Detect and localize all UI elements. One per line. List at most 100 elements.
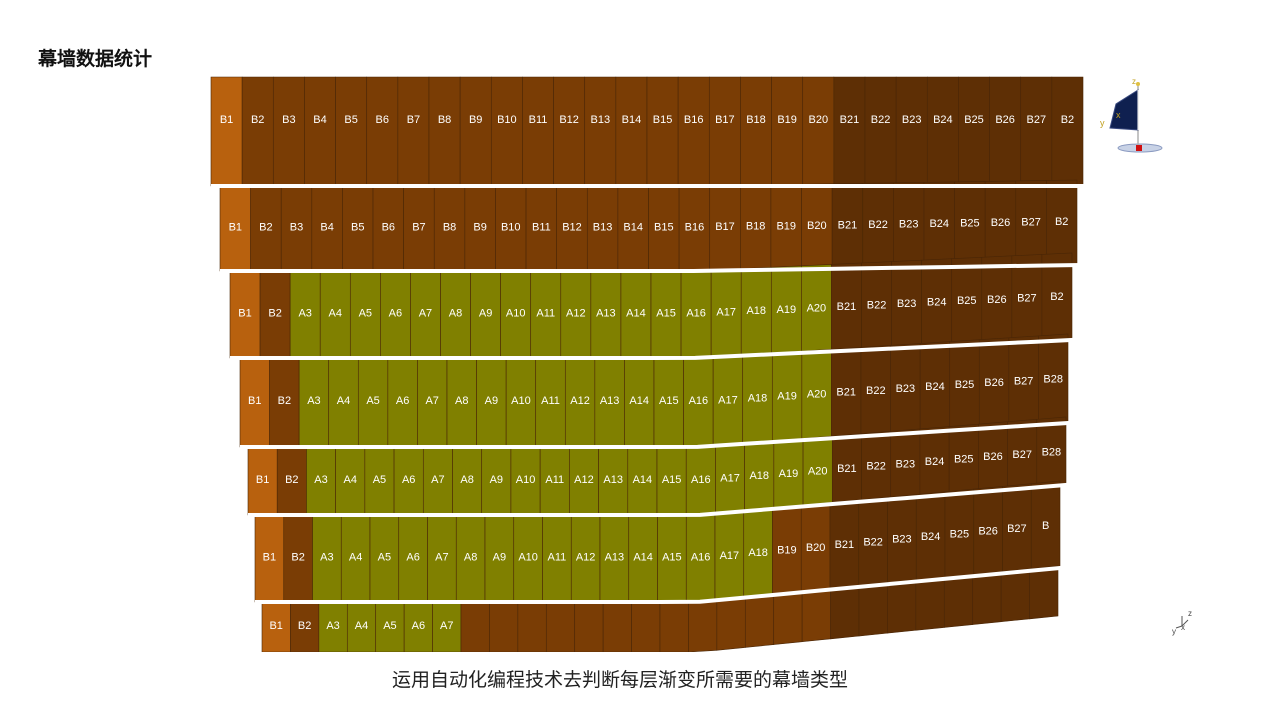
curtain-wall-panel[interactable] bbox=[972, 571, 1002, 625]
curtain-wall-panel[interactable] bbox=[708, 76, 741, 187]
panel-label: A6 bbox=[402, 474, 415, 486]
panel-label: A17 bbox=[718, 394, 738, 406]
floor-band: B1 B2 A3 A4 A5 A6 A7 A8 A9 A10 A11 A12 A13 A14 A15 A16 A… bbox=[247, 416, 1067, 516]
curtain-wall-panel[interactable] bbox=[773, 591, 803, 645]
curtain-wall-panel[interactable] bbox=[989, 76, 1022, 187]
gizmo-origin-icon bbox=[1136, 145, 1142, 151]
panel-label: A11 bbox=[545, 474, 564, 486]
panel-label: B23 bbox=[896, 383, 916, 395]
panel-label: B25 bbox=[960, 217, 980, 229]
floor-band: B1 B2 A3 A4 A5 A6 A7 A8 A9 A10 A11 A12 A13 A14 A15 A16 A… bbox=[239, 333, 1069, 448]
floor-separator bbox=[255, 565, 1065, 604]
curtain-wall-panel[interactable] bbox=[864, 76, 897, 187]
curtain-wall-panel[interactable] bbox=[688, 599, 718, 652]
curtain-wall-panel[interactable] bbox=[858, 582, 888, 637]
panel-label: B1 bbox=[229, 222, 242, 234]
curtain-wall-panel[interactable] bbox=[522, 76, 554, 187]
curtain-wall-panel[interactable] bbox=[241, 76, 274, 187]
curtain-wall-panel[interactable] bbox=[1029, 565, 1059, 620]
panel-label: B26 bbox=[984, 377, 1004, 389]
panel-label: B6 bbox=[382, 222, 395, 234]
curtain-wall-panel[interactable] bbox=[802, 76, 835, 187]
panel-label: A9 bbox=[493, 552, 506, 564]
curtain-wall-panel[interactable] bbox=[716, 597, 746, 651]
panel-label: B1 bbox=[269, 620, 282, 632]
panel-label: B15 bbox=[653, 114, 673, 126]
panel-label: A15 bbox=[656, 308, 676, 320]
panel-label: B16 bbox=[685, 222, 705, 234]
curtain-wall-panel[interactable] bbox=[272, 76, 305, 187]
panel-label: B21 bbox=[836, 387, 856, 399]
curtain-wall-panel[interactable] bbox=[771, 76, 804, 187]
curtain-wall-panel[interactable] bbox=[801, 588, 831, 643]
curtain-wall-panel[interactable] bbox=[895, 76, 928, 187]
panel-label: A4 bbox=[337, 395, 350, 407]
panel-label: B21 bbox=[837, 301, 857, 313]
curtain-wall-panel[interactable] bbox=[1051, 76, 1084, 187]
panel-label: A8 bbox=[464, 552, 477, 564]
curtain-wall-panel[interactable] bbox=[615, 76, 648, 187]
curtain-wall-panel[interactable] bbox=[659, 601, 689, 652]
panel-label: A5 bbox=[378, 552, 391, 564]
panel-label: A11 bbox=[536, 308, 555, 320]
panel-label: B20 bbox=[806, 542, 826, 554]
curtain-wall-panel[interactable] bbox=[915, 577, 945, 631]
curtain-wall-panel[interactable] bbox=[1020, 76, 1053, 187]
curtain-wall-panel[interactable] bbox=[740, 76, 772, 187]
panel-label: B25 bbox=[957, 295, 977, 307]
curtain-wall-panel[interactable] bbox=[833, 76, 866, 187]
curtain-wall-panel[interactable] bbox=[602, 601, 632, 652]
panel-label: A19 bbox=[779, 468, 799, 480]
curtain-wall-panel[interactable] bbox=[517, 601, 547, 652]
curtain-wall-panel[interactable] bbox=[584, 76, 617, 187]
panel-label: A11 bbox=[541, 395, 560, 407]
panel-label: A4 bbox=[329, 308, 342, 320]
curtain-wall-3d-view[interactable]: B1 B2 B3 B4 B5 B6 B7 B8 B9 B10 B11 B12 B13 B14 B15 B16 B… bbox=[200, 70, 1090, 652]
panel-label: A5 bbox=[359, 308, 372, 320]
view-orientation-widget[interactable]: z y x bbox=[1098, 74, 1168, 158]
slide-title: 幕墙数据统计 bbox=[38, 48, 153, 70]
panel-label: A7 bbox=[425, 395, 438, 407]
floor-separator bbox=[240, 420, 1073, 449]
curtain-wall-panel[interactable] bbox=[304, 76, 336, 187]
curtain-wall-panel[interactable] bbox=[677, 76, 710, 187]
curtain-wall-panel[interactable] bbox=[459, 76, 492, 187]
curtain-wall-panel[interactable] bbox=[428, 76, 461, 187]
curtain-wall-panel[interactable] bbox=[744, 594, 775, 648]
panel-label: A15 bbox=[662, 474, 682, 486]
curtain-wall-panel[interactable] bbox=[489, 601, 519, 652]
panel-label: A10 bbox=[518, 552, 538, 564]
curtain-wall-panel[interactable] bbox=[460, 601, 490, 652]
panel-label: B3 bbox=[290, 222, 303, 234]
panel-label: B23 bbox=[892, 534, 912, 546]
curtain-wall-panel[interactable] bbox=[545, 601, 576, 652]
panel-label: B24 bbox=[925, 381, 945, 393]
curtain-wall-panel[interactable] bbox=[490, 76, 523, 187]
curtain-wall-panel[interactable] bbox=[830, 585, 860, 640]
curtain-wall-panel[interactable] bbox=[335, 76, 368, 187]
curtain-wall-panel[interactable] bbox=[397, 76, 430, 187]
curtain-wall-panel[interactable] bbox=[210, 76, 243, 187]
gizmo-y-label: y bbox=[1100, 118, 1105, 128]
curtain-wall-panel[interactable] bbox=[553, 76, 586, 187]
floor-bands: B1 B2 B3 B4 B5 B6 B7 B8 B9 B10 B11 B12 B13 B14 B15 B16 B… bbox=[210, 76, 1084, 652]
panel-label: A3 bbox=[298, 308, 311, 320]
panel-label: B17 bbox=[715, 114, 735, 126]
curtain-wall-panel[interactable] bbox=[887, 579, 917, 634]
panel-label: A17 bbox=[720, 550, 740, 562]
panel-label: B28 bbox=[1042, 446, 1062, 458]
curtain-wall-panel[interactable] bbox=[646, 76, 679, 187]
panel-label: A8 bbox=[455, 395, 468, 407]
curtain-wall-panel[interactable] bbox=[926, 76, 959, 187]
panel-label: B21 bbox=[840, 114, 860, 126]
panel-label: B24 bbox=[933, 114, 953, 126]
panel-label: B13 bbox=[590, 114, 610, 126]
curtain-wall-panel[interactable] bbox=[943, 574, 974, 628]
panel-label: B10 bbox=[501, 222, 521, 234]
curtain-wall-panel[interactable] bbox=[631, 601, 661, 652]
curtain-wall-panel[interactable] bbox=[574, 601, 604, 652]
triad-y-label: y bbox=[1172, 627, 1176, 636]
curtain-wall-panel[interactable] bbox=[366, 76, 399, 187]
curtain-wall-panel[interactable] bbox=[1000, 568, 1030, 623]
curtain-wall-panel[interactable] bbox=[958, 76, 990, 187]
